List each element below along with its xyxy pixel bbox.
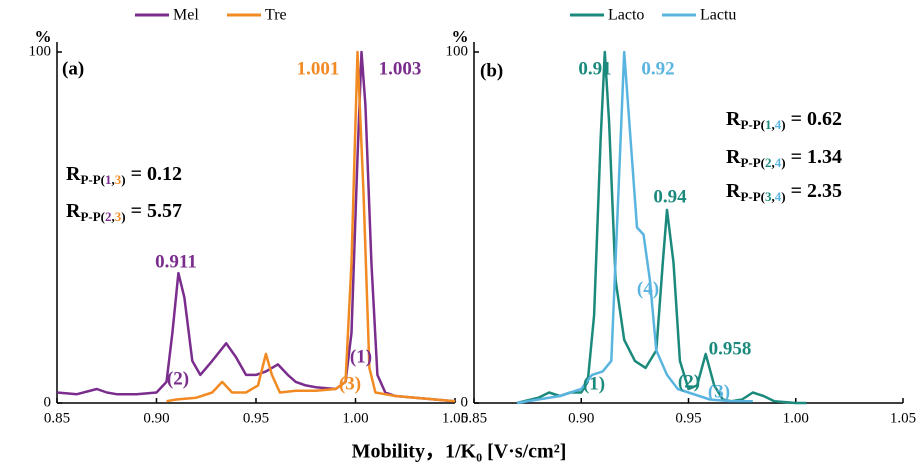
annotation: (3)	[708, 381, 730, 402]
resolution-formula: RP-P(1,4) = 0.62	[726, 108, 842, 132]
legend-label: Lactu	[700, 7, 736, 24]
x-tick-label: 0.95	[243, 410, 269, 426]
formula-part: 1	[105, 172, 112, 187]
annotation: (2)	[167, 368, 189, 389]
formula-part: = 5.57	[126, 200, 182, 222]
formula-part: = 0.12	[126, 163, 182, 185]
formula-part: 4	[775, 117, 782, 132]
x-tick-label: 1.00	[783, 410, 809, 426]
x-tick-label: 1.05	[890, 410, 916, 426]
resolution-formula: RP-P(2,4) = 1.34	[726, 146, 842, 170]
formula-part: 3	[115, 209, 122, 224]
formula-part: = 2.35	[786, 180, 842, 202]
formula-part: R	[726, 180, 741, 202]
formula-part: 4	[775, 189, 782, 204]
resolution-formula: RP-P(2,3) = 5.57	[66, 200, 182, 224]
formula-part: P-P(	[740, 117, 765, 132]
resolution-formula: RP-P(3,4) = 2.35	[726, 180, 842, 204]
formula-part: )	[781, 189, 785, 204]
formula-part: )	[781, 117, 785, 132]
panel-label: (b)	[480, 60, 503, 81]
y-tick-label: 100	[446, 43, 469, 59]
x-tick-label: 0.85	[461, 410, 487, 426]
formula-part: P-P(	[740, 155, 765, 170]
x-tick-label: 1.00	[342, 410, 368, 426]
series-line	[166, 50, 456, 403]
annotation: (3)	[339, 373, 361, 394]
x-axis-label: Mobility，1/K₀ [V·s/cm²]	[352, 441, 567, 463]
formula-part: P-P(	[80, 172, 105, 187]
x-tick-label: 1.05	[442, 410, 468, 426]
formula-part: R	[66, 200, 81, 222]
y-axis-label: %	[452, 27, 469, 46]
series-line	[516, 50, 807, 405]
legend-label: Mel	[173, 7, 199, 24]
formula-part: = 1.34	[786, 146, 842, 168]
annotation: (1)	[350, 346, 372, 367]
annotation: (2)	[678, 371, 700, 392]
formula-part: ,	[772, 155, 775, 170]
annotation: 1.001	[297, 58, 340, 79]
formula-part: R	[726, 146, 741, 168]
annotation: (4)	[637, 278, 659, 299]
formula-part: 3	[115, 172, 122, 187]
formula-part: 4	[775, 155, 782, 170]
x-tick-label: 0.90	[568, 410, 594, 426]
panel-label: (a)	[62, 58, 84, 79]
legend-label: Lacto	[608, 7, 644, 24]
resolution-formula: RP-P(1,3) = 0.12	[66, 163, 182, 187]
legend-label: Tre	[265, 7, 287, 24]
formula-part: ,	[112, 209, 115, 224]
x-tick-label: 0.95	[675, 410, 701, 426]
formula-part: P-P(	[80, 209, 105, 224]
formula-part: )	[121, 172, 125, 187]
formula-part: R	[66, 163, 81, 185]
annotation: 0.911	[155, 251, 197, 272]
annotation: 0.958	[709, 338, 752, 359]
formula-part: ,	[772, 117, 775, 132]
formula-part: 2	[105, 209, 112, 224]
annotation: 0.94	[653, 186, 687, 207]
y-tick-label: 0	[44, 394, 52, 410]
formula-part: ,	[112, 172, 115, 187]
annotation: 0.92	[641, 58, 674, 79]
annotation: 0.91	[578, 58, 611, 79]
formula-part: 3	[765, 189, 772, 204]
y-tick-label: 100	[29, 43, 52, 59]
formula-part: P-P(	[740, 189, 765, 204]
formula-part: )	[121, 209, 125, 224]
y-axis-label: %	[35, 27, 52, 46]
formula-part: 2	[765, 155, 772, 170]
x-tick-label: 0.85	[44, 410, 70, 426]
annotation: (1)	[583, 373, 605, 394]
y-tick-label: 0	[461, 394, 469, 410]
formula-part: )	[781, 155, 785, 170]
series-line	[516, 50, 753, 405]
formula-part: = 0.62	[786, 108, 842, 130]
annotation: 1.003	[379, 58, 422, 79]
x-tick-label: 0.90	[143, 410, 169, 426]
series-line	[56, 50, 456, 403]
formula-part: R	[726, 108, 741, 130]
formula-part: ,	[772, 189, 775, 204]
formula-part: 1	[765, 117, 772, 132]
